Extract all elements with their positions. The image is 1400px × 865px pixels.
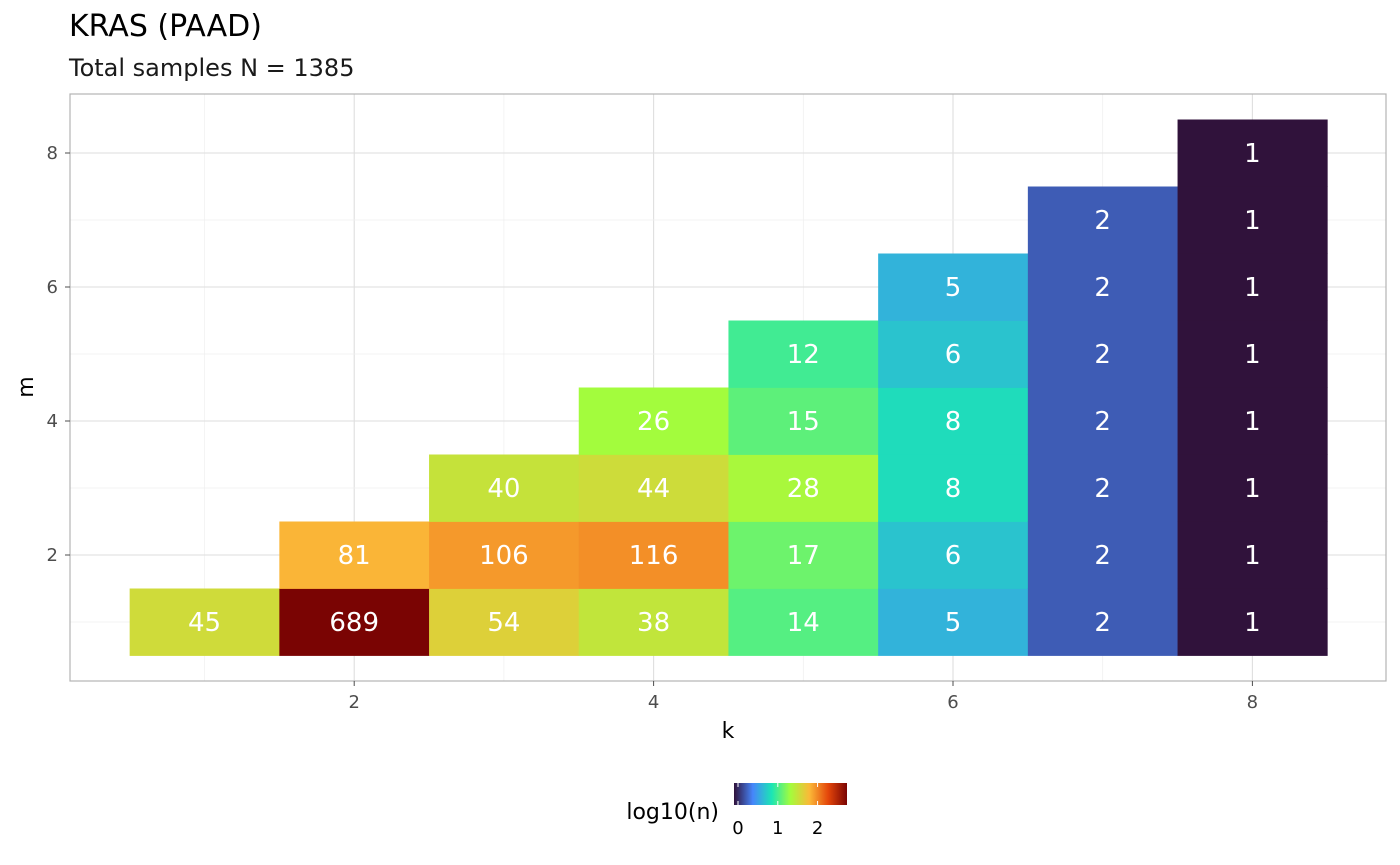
x-axis-title: k [722, 719, 735, 744]
heatmap-cell [1027, 521, 1178, 589]
cell-value-label: 1 [1244, 206, 1261, 236]
heatmap-cell [878, 454, 1029, 522]
cell-value-label: 1 [1244, 273, 1261, 303]
heatmap-cell [1177, 320, 1328, 388]
heatmap-cell [1177, 253, 1328, 321]
cell-value-label: 1 [1244, 541, 1261, 571]
heatmap-cell [129, 588, 280, 656]
y-tick-label: 2 [47, 545, 58, 566]
heatmap-cell [429, 588, 580, 656]
cell-value-label: 5 [945, 608, 962, 638]
y-tick-label: 6 [47, 277, 58, 298]
heatmap-cell [1027, 253, 1178, 321]
heatmap-cell [1177, 521, 1328, 589]
cell-value-label: 2 [1094, 608, 1111, 638]
cell-value-label: 26 [637, 407, 670, 437]
y-tick-label: 4 [47, 411, 58, 432]
cell-value-label: 2 [1094, 273, 1111, 303]
cell-value-label: 5 [945, 273, 962, 303]
y-axis-ticks: 2 4 6 8 [47, 143, 70, 566]
cell-value-label: 2 [1094, 474, 1111, 504]
cell-value-label: 1 [1244, 407, 1261, 437]
heatmap-cell [1027, 588, 1178, 656]
x-tick-label: 8 [1247, 692, 1258, 713]
heatmap-cell [1177, 119, 1328, 187]
legend-ticks: 0 1 2 [732, 783, 823, 839]
legend-tick-label: 0 [732, 818, 743, 839]
cell-value-label: 45 [188, 608, 221, 638]
cell-value-label: 1 [1244, 474, 1261, 504]
cell-value-label: 6 [945, 340, 962, 370]
legend-colorbar [734, 783, 847, 805]
cell-value-label: 15 [787, 407, 820, 437]
heatmap-cell [878, 588, 1029, 656]
heatmap-cell [578, 588, 729, 656]
heatmap-cell [578, 387, 729, 455]
cell-value-label: 81 [338, 541, 371, 571]
heatmap-cell [1027, 454, 1178, 522]
cell-value-label: 44 [637, 474, 670, 504]
heatmap-cell [578, 521, 729, 589]
cell-value-label: 2 [1094, 206, 1111, 236]
legend-tick-label: 1 [772, 818, 783, 839]
cell-value-label: 689 [329, 608, 379, 638]
chart-title: KRAS (PAAD) [69, 9, 262, 44]
heatmap-cell [1177, 588, 1328, 656]
cell-value-label: 106 [479, 541, 529, 571]
heatmap-cell [429, 454, 580, 522]
cell-value-label: 54 [487, 608, 520, 638]
heatmap-cells [129, 119, 1328, 656]
heatmap-cell [578, 454, 729, 522]
heatmap-cell [1027, 320, 1178, 388]
chart-subtitle: Total samples N = 1385 [68, 54, 354, 82]
cell-value-label: 28 [787, 474, 820, 504]
y-axis-title: m [14, 376, 39, 397]
cell-value-label: 1 [1244, 608, 1261, 638]
cell-value-label: 12 [787, 340, 820, 370]
x-tick-label: 6 [947, 692, 958, 713]
heatmap-cell [878, 521, 1029, 589]
heatmap-cell [878, 253, 1029, 321]
legend: log10(n) 0 1 2 [626, 783, 847, 839]
heatmap-cell [728, 588, 879, 656]
cell-value-label: 14 [787, 608, 820, 638]
cell-value-label: 1 [1244, 340, 1261, 370]
heatmap-cell [1177, 387, 1328, 455]
legend-tick-label: 2 [812, 818, 823, 839]
heatmap-cell [1027, 186, 1178, 254]
heatmap-cell [1177, 186, 1328, 254]
cell-value-label: 6 [945, 541, 962, 571]
heatmap-cell [728, 454, 879, 522]
heatmap-cell [1027, 387, 1178, 455]
x-tick-label: 2 [348, 692, 359, 713]
heatmap-cell [728, 521, 879, 589]
cell-value-label: 2 [1094, 340, 1111, 370]
cell-value-label: 8 [945, 474, 962, 504]
y-tick-label: 8 [47, 143, 58, 164]
x-axis-ticks: 2 4 6 8 [348, 681, 1258, 713]
cell-value-label: 17 [787, 541, 820, 571]
heatmap-cell [429, 521, 580, 589]
cell-value-label: 2 [1094, 407, 1111, 437]
cell-labels: 45 68981541064038116442614172815125688652… [188, 139, 1261, 638]
heatmap-cell [878, 320, 1029, 388]
plot-border [69, 93, 1387, 682]
heatmap-cell [279, 521, 430, 589]
heatmap-cell [878, 387, 1029, 455]
heatmap-cell [728, 320, 879, 388]
x-tick-label: 4 [648, 692, 659, 713]
heatmap-cell [728, 387, 879, 455]
legend-title: log10(n) [626, 800, 719, 825]
cell-value-label: 8 [945, 407, 962, 437]
cell-value-label: 1 [1244, 139, 1261, 169]
cell-value-label: 40 [487, 474, 520, 504]
cell-value-label: 2 [1094, 541, 1111, 571]
heatmap-cell [279, 588, 430, 656]
cell-value-label: 116 [629, 541, 679, 571]
heatmap-cell [1177, 454, 1328, 522]
cell-value-label: 38 [637, 608, 670, 638]
